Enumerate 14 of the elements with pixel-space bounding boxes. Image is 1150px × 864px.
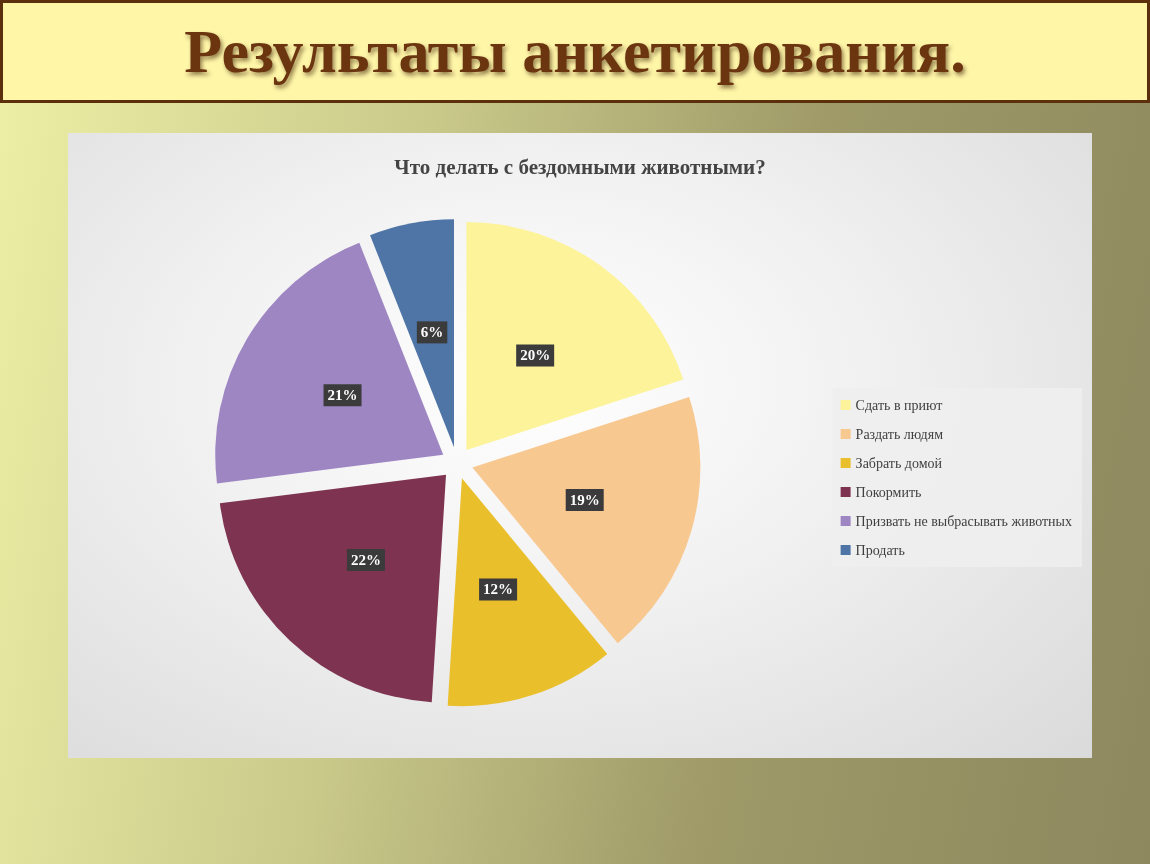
legend-label: Продать	[855, 542, 905, 558]
data-label: 6%	[420, 324, 444, 341]
data-label: 19%	[569, 492, 600, 509]
data-label: 12%	[483, 581, 514, 598]
data-label: 21%	[327, 387, 358, 404]
legend-label: Сдать в приют	[855, 397, 943, 413]
legend-label: Покормить	[855, 484, 922, 500]
data-label: 20%	[520, 347, 551, 364]
legend-label: Раздать людям	[855, 426, 944, 442]
legend-label: Забрать домой	[855, 455, 943, 471]
chart-title: Результаты анкетирования.	[184, 16, 966, 87]
chart-subtitle: Что делать с бездомными животными?	[394, 154, 766, 179]
data-label: 22%	[350, 551, 381, 568]
legend-label: Призвать не выбрасывать животных	[855, 513, 1073, 529]
